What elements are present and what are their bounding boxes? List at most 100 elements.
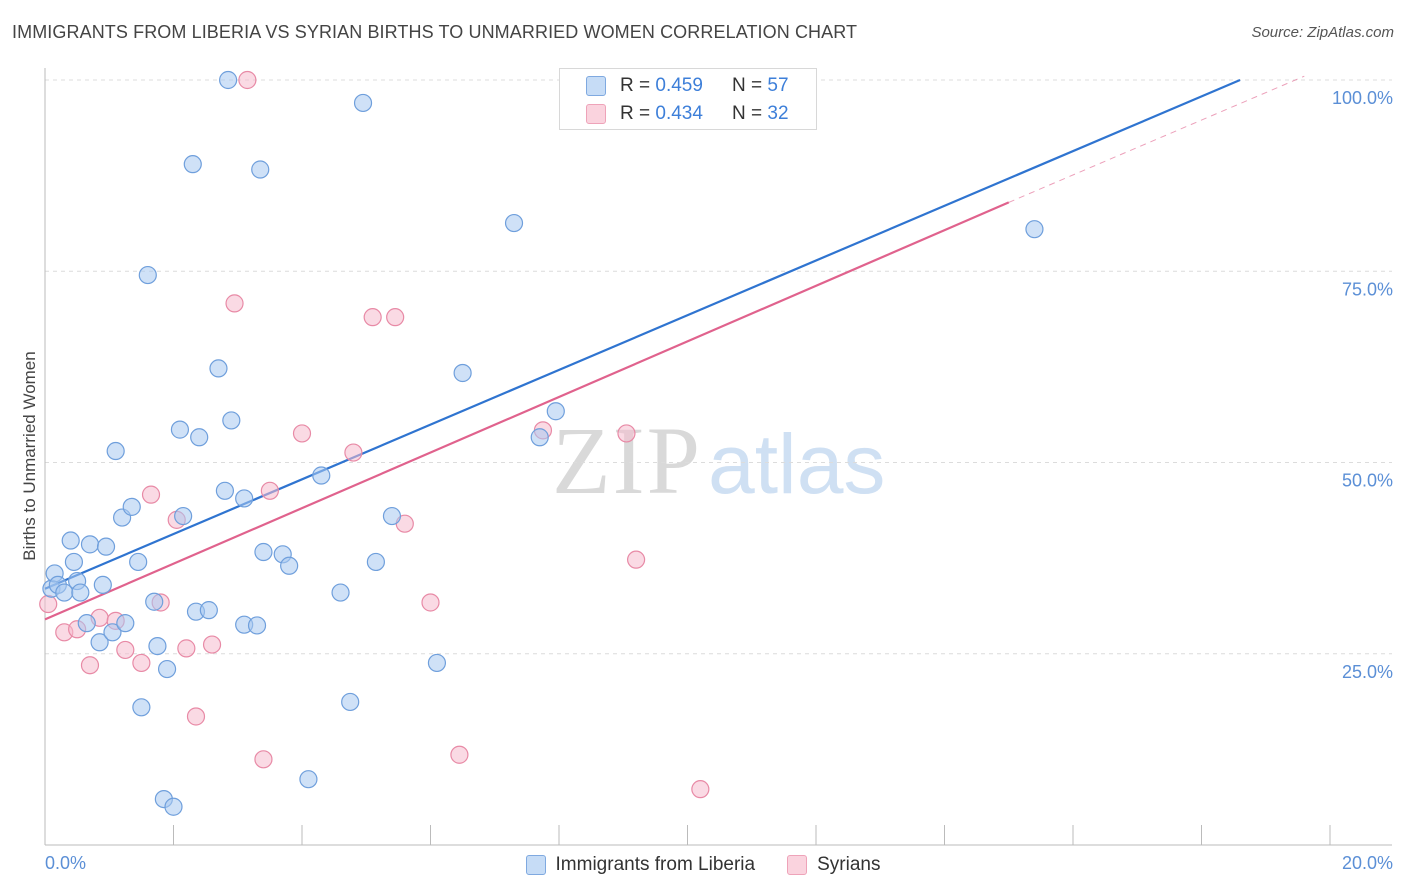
point-liberia: [190, 428, 209, 447]
point-liberia: [235, 489, 254, 508]
point-syrians: [225, 294, 244, 313]
axis-layer: [44, 68, 1392, 846]
point-liberia: [1025, 220, 1044, 239]
point-liberia: [106, 441, 125, 461]
stats-r-liberia: R = 0.459: [620, 75, 703, 97]
point-liberia: [247, 616, 267, 635]
point-liberia: [366, 552, 385, 572]
stats-r-syrians: R = 0.434: [620, 103, 703, 125]
legend-item-syrians[interactable]: Syrians: [787, 854, 880, 876]
point-liberia: [132, 698, 151, 717]
point-liberia: [546, 402, 565, 421]
point-liberia: [199, 601, 218, 620]
point-liberia: [157, 659, 177, 679]
point-liberia: [219, 70, 238, 90]
x-tick-label: 20.0%: [1342, 853, 1393, 873]
point-liberia: [341, 692, 360, 712]
legend-swatch-syrians: [787, 855, 808, 875]
point-syrians: [617, 424, 636, 443]
point-liberia: [174, 506, 193, 526]
n-label: N =: [732, 103, 768, 124]
y-tick-label: 100.0%: [1332, 88, 1393, 108]
points-layer: [39, 70, 1044, 816]
point-liberia: [183, 155, 202, 174]
point-syrians: [141, 485, 161, 504]
point-liberia: [122, 497, 141, 516]
point-liberia: [504, 213, 524, 233]
point-liberia: [77, 614, 96, 633]
trend-layer: [44, 75, 1305, 621]
trend-line-syrians: [44, 201, 1010, 621]
point-syrians: [421, 593, 440, 612]
point-syrians: [292, 424, 312, 443]
r-label: R =: [620, 103, 656, 124]
n-label: N =: [732, 75, 768, 96]
stats-n-syrians: N = 32: [732, 103, 789, 125]
point-liberia: [80, 535, 100, 554]
stats-swatch-syrians: [586, 104, 606, 124]
stats-swatch-liberia: [586, 76, 606, 96]
stats-n-liberia: N = 57: [732, 75, 789, 97]
chart-title: IMMIGRANTS FROM LIBERIA VS SYRIAN BIRTHS…: [12, 22, 858, 42]
point-liberia: [116, 614, 135, 633]
point-liberia: [382, 506, 402, 526]
point-liberia: [530, 428, 549, 447]
y-tick-label: 50.0%: [1342, 471, 1393, 491]
point-syrians: [691, 780, 710, 799]
point-liberia: [312, 466, 331, 485]
legend-item-liberia[interactable]: Immigrants from Liberia: [525, 854, 756, 876]
point-liberia: [222, 411, 241, 430]
point-liberia: [129, 552, 148, 572]
point-liberia: [93, 575, 112, 595]
grid-layer: [45, 79, 1392, 655]
n-value: 57: [767, 75, 789, 96]
point-syrians: [80, 656, 100, 675]
point-syrians: [116, 640, 135, 660]
point-syrians: [177, 639, 196, 658]
y-axis-label: Births to Unmarried Women: [20, 351, 39, 560]
point-liberia: [170, 420, 190, 439]
point-liberia: [453, 363, 472, 383]
series-legend: Immigrants from Liberia Syrians: [0, 851, 1406, 879]
legend-label-liberia: Immigrants from Liberia: [555, 854, 756, 875]
y-tick-label: 75.0%: [1342, 279, 1393, 299]
source-label: Source: ZipAtlas.com: [1251, 24, 1394, 41]
legend-swatch-liberia: [525, 855, 546, 875]
point-liberia: [280, 556, 299, 575]
legend-label-syrians: Syrians: [817, 854, 881, 875]
point-liberia: [209, 359, 228, 378]
point-liberia: [353, 93, 373, 113]
point-syrians: [254, 750, 273, 769]
point-liberia: [96, 537, 116, 556]
point-liberia: [61, 531, 80, 550]
point-liberia: [64, 552, 84, 572]
point-liberia: [251, 160, 270, 179]
x-tick-label: 0.0%: [45, 853, 86, 873]
point-liberia: [427, 653, 447, 673]
stats-legend: R = 0.459 N = 57 R = 0.434 N = 32: [559, 68, 817, 130]
r-label: R =: [620, 75, 656, 96]
point-syrians: [260, 481, 279, 500]
point-syrians: [238, 70, 257, 90]
point-syrians: [39, 594, 58, 614]
r-value: 0.434: [655, 103, 703, 124]
point-syrians: [450, 745, 469, 764]
y-tick-label: 25.0%: [1342, 662, 1393, 682]
point-liberia: [145, 592, 164, 611]
point-liberia: [103, 623, 122, 642]
r-value: 0.459: [655, 75, 703, 96]
trend-line-liberia: [44, 78, 1241, 590]
point-liberia: [148, 636, 167, 656]
point-syrians: [626, 550, 646, 569]
point-syrians: [132, 653, 151, 673]
point-liberia: [138, 265, 157, 285]
point-liberia: [215, 481, 234, 500]
point-syrians: [344, 443, 363, 462]
point-syrians: [186, 707, 206, 726]
point-liberia: [299, 770, 318, 789]
point-syrians: [363, 308, 382, 327]
tick-layer: 25.0% 50.0% 75.0% 100.0% 0.0% 20.0%: [45, 88, 1393, 873]
trend-line-extension: [1008, 75, 1305, 203]
point-syrians: [202, 635, 222, 654]
